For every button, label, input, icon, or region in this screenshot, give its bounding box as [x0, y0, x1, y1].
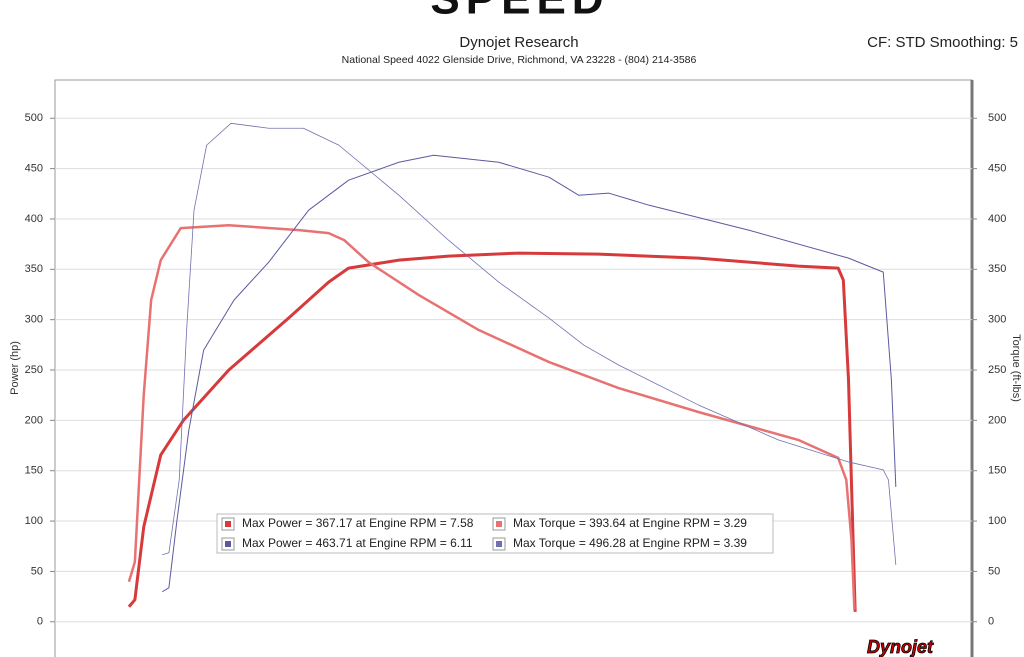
- series-line: [127, 223, 856, 610]
- legend-swatch-fill: [496, 521, 502, 527]
- y-tick-label: 250: [25, 364, 43, 376]
- y-tick-label: 400: [25, 213, 43, 225]
- legend-label: Max Power = 367.17 at Engine RPM = 7.58: [242, 516, 474, 530]
- y-tick-label: 500: [25, 112, 43, 124]
- y2-tick-label: 500: [988, 112, 1006, 124]
- subtitle: National Speed 4022 Glenside Drive, Rich…: [342, 54, 697, 66]
- legend-swatch-fill: [496, 541, 502, 547]
- legend-label: Max Torque = 393.64 at Engine RPM = 3.29: [513, 516, 747, 530]
- legend-swatch-fill: [225, 541, 231, 547]
- footer-logo: Dynojet: [867, 637, 934, 657]
- y-tick-label: 50: [31, 565, 43, 577]
- legend-swatch-fill: [225, 521, 231, 527]
- y-tick-label: 350: [25, 263, 43, 275]
- y2-tick-label: 100: [988, 515, 1006, 527]
- series-line: [127, 251, 857, 612]
- legend-label: Max Torque = 496.28 at Engine RPM = 3.39: [513, 536, 747, 550]
- settings: CF: STD Smoothing: 5: [867, 34, 1018, 51]
- y-tick-label: 300: [25, 314, 43, 326]
- legend-label: Max Power = 463.71 at Engine RPM = 6.11: [242, 536, 473, 550]
- y2-tick-label: 250: [988, 364, 1006, 376]
- chart-title: Dynojet Research: [459, 34, 578, 51]
- y2-axis-label: Torque (ft-lbs): [1010, 334, 1022, 402]
- y2-tick-label: 400: [988, 213, 1006, 225]
- y-tick-label: 150: [25, 465, 43, 477]
- y2-tick-label: 300: [988, 314, 1006, 326]
- y2-tick-label: 0: [988, 616, 994, 628]
- y-tick-label: 200: [25, 414, 43, 426]
- y2-tick-label: 450: [988, 163, 1006, 175]
- series-line: [161, 154, 897, 593]
- y-tick-label: 0: [37, 616, 43, 628]
- y-tick-label: 100: [25, 515, 43, 527]
- y2-tick-label: 200: [988, 414, 1006, 426]
- y2-tick-label: 150: [988, 465, 1006, 477]
- y2-tick-label: 350: [988, 263, 1006, 275]
- logo: SPEED: [430, 0, 609, 24]
- y2-tick-label: 50: [988, 565, 1000, 577]
- y-axis-label: Power (hp): [9, 341, 21, 395]
- series-line: [162, 122, 897, 565]
- y-tick-label: 450: [25, 163, 43, 175]
